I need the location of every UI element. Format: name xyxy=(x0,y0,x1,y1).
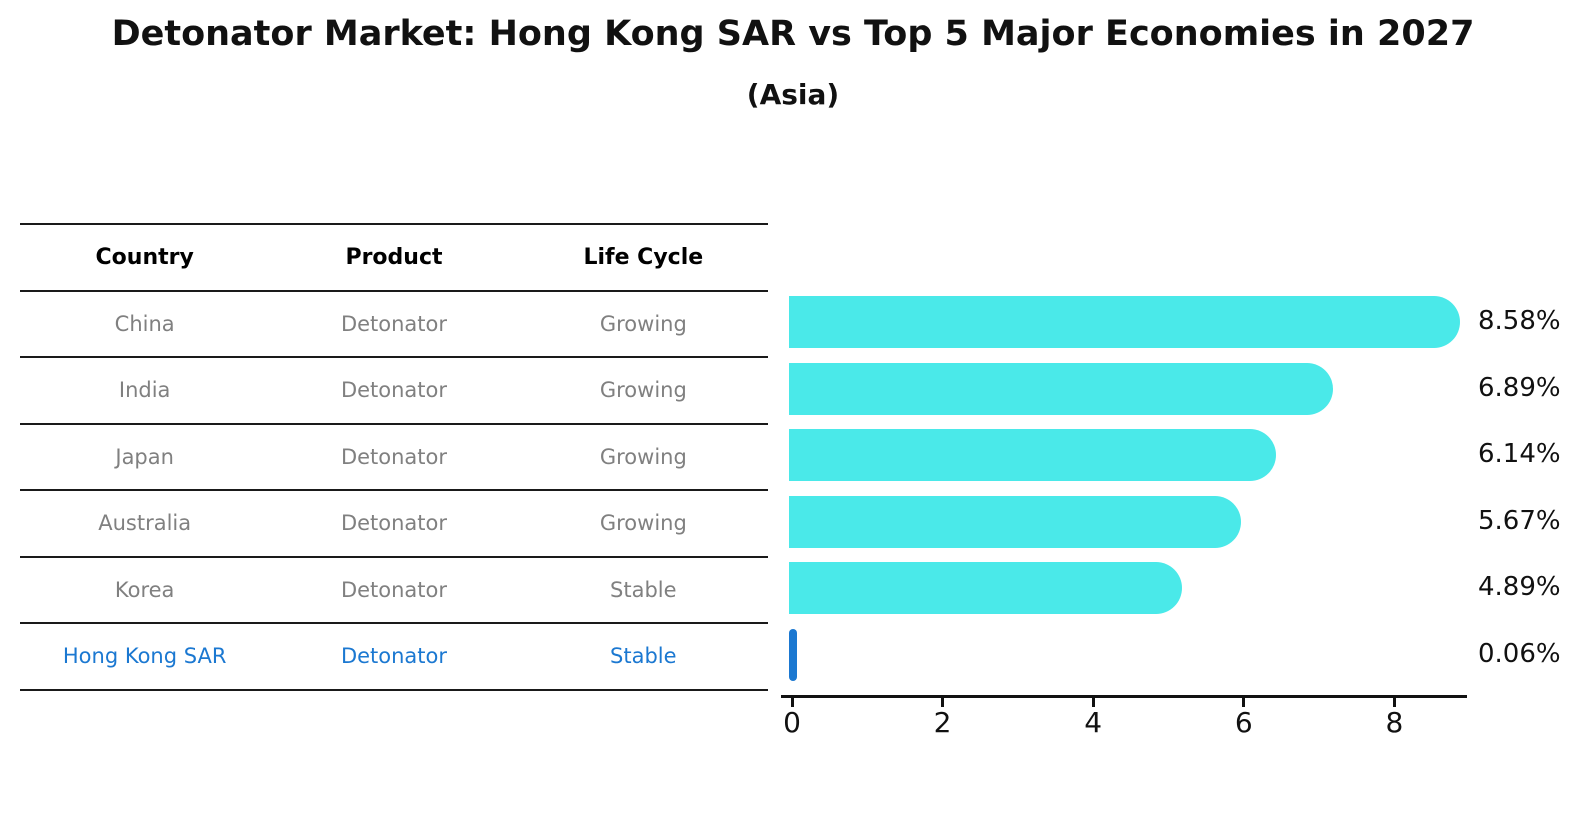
table-cell-life-cycle: Stable xyxy=(610,644,677,669)
table-cell-life-cycle: Growing xyxy=(599,311,687,336)
bar-value-label: 8.58% xyxy=(1478,306,1561,336)
x-axis-tick-label: 6 xyxy=(1234,706,1253,739)
x-axis-tick xyxy=(1091,698,1095,707)
table-cell-product: Detonator xyxy=(340,644,448,669)
table-cell-country: Hong Kong SAR xyxy=(62,644,227,669)
x-axis-tick xyxy=(1242,698,1246,707)
table-cell-life-cycle: Growing xyxy=(599,444,687,469)
bar-china xyxy=(789,296,1461,348)
table-cell-product: Detonator xyxy=(340,378,448,403)
table-row: Australia Detonator Growing xyxy=(20,491,768,558)
chart-title: Detonator Market: Hong Kong SAR vs Top 5… xyxy=(111,14,1475,54)
column-header-life-cycle: Life Cycle xyxy=(583,244,704,270)
table-row: China Detonator Growing xyxy=(20,292,768,358)
table-cell-life-cycle: Growing xyxy=(599,511,687,536)
bar-value-label: 5.67% xyxy=(1478,505,1561,536)
bar-value-label: 6.89% xyxy=(1478,372,1561,403)
bar-hong-kong-sar xyxy=(789,628,797,681)
table-cell-country: Japan xyxy=(115,444,174,469)
column-header-country: Country xyxy=(95,244,194,270)
x-axis-tick-label: 0 xyxy=(783,706,801,739)
x-axis-tick xyxy=(1392,698,1396,707)
x-axis-tick xyxy=(941,698,945,707)
bar-korea xyxy=(789,562,1183,614)
x-axis-line xyxy=(781,695,1467,698)
bar-japan xyxy=(789,429,1277,481)
table-header-row: Country Product Life Cycle xyxy=(20,225,768,292)
bar-value-label: 6.14% xyxy=(1478,439,1561,469)
table-cell-life-cycle: Growing xyxy=(599,378,687,403)
x-axis-tick xyxy=(790,698,794,707)
table-cell-product: Detonator xyxy=(340,444,448,469)
table-cell-country: Korea xyxy=(114,577,175,602)
bar-australia xyxy=(789,495,1241,548)
x-axis-tick-label: 4 xyxy=(1084,706,1103,739)
country-info-table: Country Product Life Cycle China Detonato… xyxy=(20,223,768,691)
table-cell-product: Detonator xyxy=(340,577,448,602)
bar-value-label: 0.06% xyxy=(1478,638,1561,669)
bar-india xyxy=(789,362,1333,415)
x-axis-tick-label: 2 xyxy=(933,706,952,739)
table-cell-product: Detonator xyxy=(340,311,448,336)
table-cell-product: Detonator xyxy=(340,511,448,536)
table-cell-country: China xyxy=(114,311,175,336)
table-row: Korea Detonator Stable xyxy=(20,558,768,624)
table-cell-life-cycle: Stable xyxy=(610,577,677,602)
table-cell-country: Australia xyxy=(98,511,192,536)
column-header-product: Product xyxy=(345,244,443,270)
table-row: Japan Detonator Growing xyxy=(20,425,768,491)
bar-value-label: 4.89% xyxy=(1478,572,1561,602)
x-axis-tick-label: 8 xyxy=(1385,706,1404,739)
table-cell-country: India xyxy=(118,378,171,403)
table-row: India Detonator Growing xyxy=(20,358,768,425)
table-row: Hong Kong SAR Detonator Stable xyxy=(20,624,768,689)
chart-subtitle: (Asia) xyxy=(746,78,840,111)
